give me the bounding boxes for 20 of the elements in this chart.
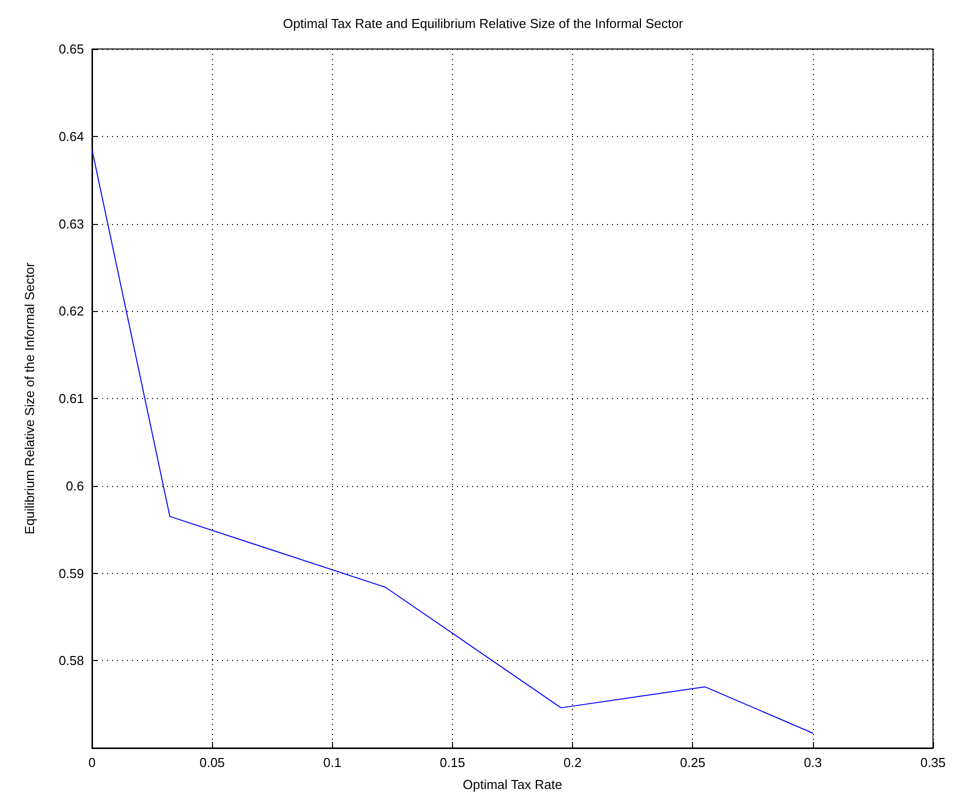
- y-tick-label: 0.6: [66, 478, 84, 494]
- x-tick-label: 0.1: [323, 755, 342, 770]
- x-tick-label: 0.05: [199, 755, 225, 770]
- y-tick-label: 0.65: [58, 42, 84, 56]
- x-tick-label: 0.2: [564, 755, 582, 770]
- x-tick-label: 0.25: [680, 755, 706, 770]
- y-tick-label: 0.64: [58, 128, 84, 144]
- x-axis-title: Optimal Tax Rate: [462, 777, 562, 792]
- chart-title: Optimal Tax Rate and Equilibrium Relative Size of the Informal Sector: [282, 16, 684, 31]
- y-axis-title: Equilibrium Relative Size of the Informal Sector: [22, 262, 37, 534]
- y-tick-label: 0.61: [58, 391, 84, 406]
- y-tick-label: 0.58: [58, 653, 84, 668]
- y-tick-label: 0.59: [58, 566, 84, 581]
- line-series: [92, 148, 814, 734]
- x-tick-label: 0: [88, 755, 96, 770]
- y-tick-label: 0.62: [58, 304, 84, 319]
- x-tick-label: 0.35: [920, 755, 946, 770]
- x-tick-label: 0.15: [440, 755, 466, 770]
- x-tick-label: 0.3: [804, 755, 822, 770]
- y-tick-label: 0.63: [58, 216, 84, 232]
